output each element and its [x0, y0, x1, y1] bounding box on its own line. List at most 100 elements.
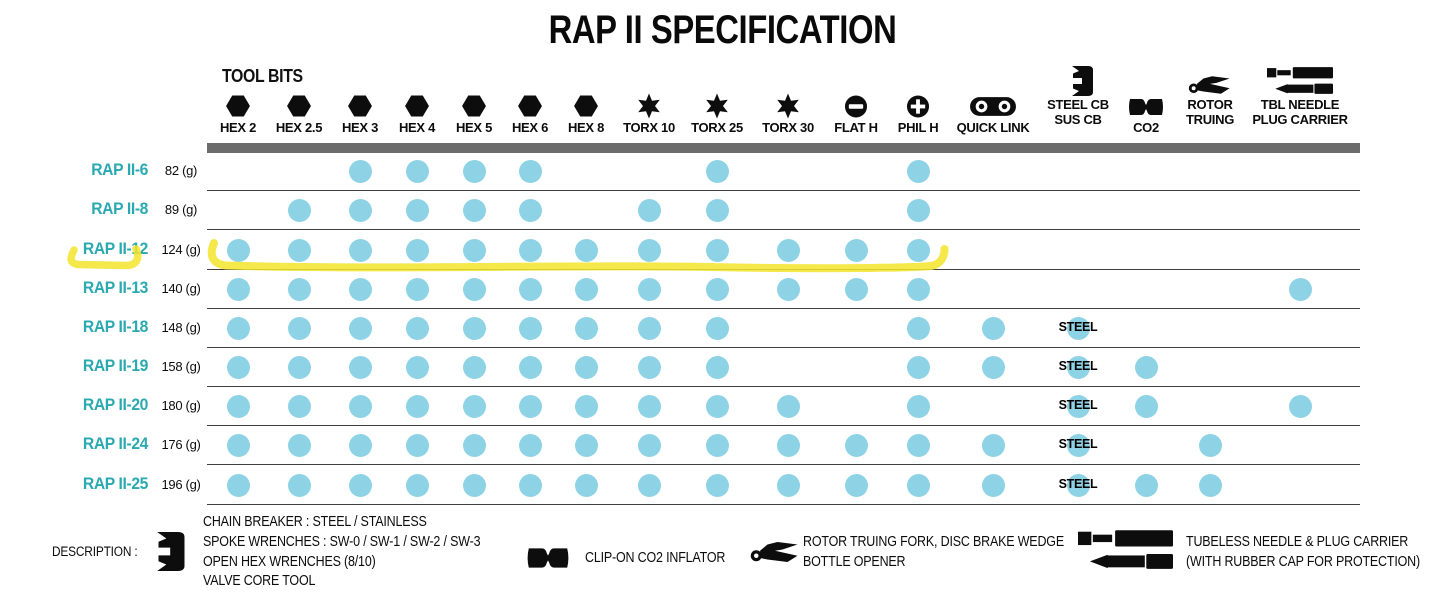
- description-line: TUBELESS NEEDLE & PLUG CARRIER: [1186, 534, 1409, 550]
- bit-dot-hex2: [226, 433, 250, 457]
- column-label-hex2: HEX 2: [219, 120, 257, 135]
- description-line: SPOKE WRENCHES : SW-0 / SW-1 / SW-2 / SW…: [203, 533, 481, 550]
- bit-dot-quicklink: [981, 316, 1005, 340]
- bit-dot-hex8: [574, 473, 598, 497]
- bit-dot-hex5: [462, 316, 486, 340]
- bit-dot-hex3: [348, 238, 372, 262]
- bit-dot-torx25: [705, 473, 729, 497]
- bit-dot-hex8: [574, 433, 598, 457]
- hex-bit-icon: [462, 95, 487, 117]
- bit-dot-torx30: [776, 238, 800, 262]
- description-text-3: ROTOR TRUING FORK, DISC BRAKE WEDGE BOTTL…: [803, 533, 1064, 573]
- column-label-co2: CO2: [1133, 120, 1159, 135]
- bit-dot-hex5: [462, 433, 486, 457]
- description-line: VALVE CORE TOOL: [203, 573, 316, 590]
- model-label: RAP II-8: [91, 200, 148, 218]
- bit-dot-torx10: [637, 473, 661, 497]
- bit-dot-flath: [844, 277, 868, 301]
- column-label-rotor: ROTOR TRUING: [1185, 97, 1235, 127]
- bit-dot-hex4: [405, 159, 429, 183]
- bit-dot-philh: [906, 316, 930, 340]
- row-divider: [207, 228, 1360, 231]
- description-line: CHAIN BREAKER : STEEL / STAINLESS: [203, 514, 427, 530]
- description-line: ROTOR TRUING FORK, DISC BRAKE WEDGE: [803, 534, 1064, 550]
- quick-link-icon: [969, 95, 1017, 118]
- bit-dot-steelcb: [1066, 316, 1090, 340]
- weight-label: 124 (g): [161, 242, 201, 257]
- bit-dot-tbl: [1288, 277, 1312, 301]
- column-label-hex3: HEX 3: [341, 120, 379, 135]
- column-label-philh: PHIL H: [897, 120, 939, 135]
- bit-dot-steelcb: [1066, 473, 1090, 497]
- weight-label: 82 (g): [164, 163, 198, 178]
- row-divider: [207, 503, 1360, 506]
- weight-label: 176 (g): [161, 437, 201, 452]
- model-label: RAP II-20: [82, 396, 148, 414]
- bit-dot-torx10: [637, 316, 661, 340]
- description-text-4: TUBELESS NEEDLE & PLUG CARRIER (WITH RUBB…: [1186, 533, 1420, 573]
- column-label-torx25: TORX 25: [691, 120, 743, 135]
- bit-dot-hex5: [462, 394, 486, 418]
- bit-dot-philh: [906, 238, 930, 262]
- bit-dot-philh: [906, 473, 930, 497]
- bit-dot-hex6: [518, 277, 542, 301]
- bit-dot-torx10: [637, 355, 661, 379]
- weight-label: 89 (g): [164, 202, 198, 217]
- bit-dot-hex6: [518, 316, 542, 340]
- tbl-carrier-icon: [1078, 530, 1173, 572]
- bit-dot-torx25: [705, 277, 729, 301]
- bit-dot-hex4: [405, 355, 429, 379]
- torx-bit-icon: [775, 93, 801, 119]
- bit-dot-philh: [906, 355, 930, 379]
- column-label-hex8: HEX 8: [567, 120, 605, 135]
- bit-dot-torx25: [705, 316, 729, 340]
- steel-note: STEEL: [1058, 359, 1098, 373]
- description-text-1: CHAIN BREAKER : STEEL / STAINLESS SPOKE W…: [203, 513, 481, 592]
- model-label: RAP II-25: [82, 475, 148, 493]
- rotor-truing-icon: [1188, 73, 1232, 97]
- bit-dot-hex5: [462, 277, 486, 301]
- flat-head-icon: [844, 95, 868, 118]
- bit-dot-steelcb: [1066, 433, 1090, 457]
- steel-note: STEEL: [1058, 398, 1098, 412]
- model-label: RAP II-6: [91, 161, 148, 179]
- bit-dot-torx25: [705, 159, 729, 183]
- bit-dot-hex5: [462, 238, 486, 262]
- bit-dot-hex3: [348, 394, 372, 418]
- bit-dot-quicklink: [981, 355, 1005, 379]
- bit-dot-hex4: [405, 473, 429, 497]
- bit-dot-hex2: [226, 394, 250, 418]
- bit-dot-flath: [844, 433, 868, 457]
- bit-dot-hex2_5: [287, 277, 311, 301]
- bit-dot-hex3: [348, 433, 372, 457]
- model-label: RAP II-18: [82, 318, 148, 336]
- bit-dot-hex2_5: [287, 316, 311, 340]
- tbl-carrier-icon: [1267, 67, 1333, 96]
- chain-breaker-icon: [1062, 66, 1094, 96]
- bit-dot-steelcb: [1066, 394, 1090, 418]
- row-divider: [207, 424, 1360, 427]
- bit-dot-hex2_5: [287, 198, 311, 222]
- bit-dot-torx25: [705, 238, 729, 262]
- row-divider: [207, 189, 1360, 192]
- bit-dot-torx25: [705, 198, 729, 222]
- bit-dot-philh: [906, 159, 930, 183]
- bit-dot-hex5: [462, 159, 486, 183]
- column-label-hex6: HEX 6: [511, 120, 549, 135]
- bit-dot-hex5: [462, 198, 486, 222]
- column-label-torx30: TORX 30: [762, 120, 814, 135]
- bit-dot-hex3: [348, 316, 372, 340]
- description-line: OPEN HEX WRENCHES (8/10): [203, 553, 376, 570]
- chain-breaker-icon: [144, 532, 186, 571]
- weight-label: 140 (g): [161, 281, 201, 296]
- bit-dot-philh: [906, 198, 930, 222]
- weight-label: 158 (g): [161, 359, 201, 374]
- row-divider: [207, 463, 1360, 466]
- bit-dot-hex6: [518, 473, 542, 497]
- bit-dot-torx30: [776, 394, 800, 418]
- column-label-hex5: HEX 5: [455, 120, 493, 135]
- bit-dot-flath: [844, 473, 868, 497]
- bit-dot-hex2_5: [287, 394, 311, 418]
- bit-dot-hex4: [405, 394, 429, 418]
- bit-dot-torx10: [637, 394, 661, 418]
